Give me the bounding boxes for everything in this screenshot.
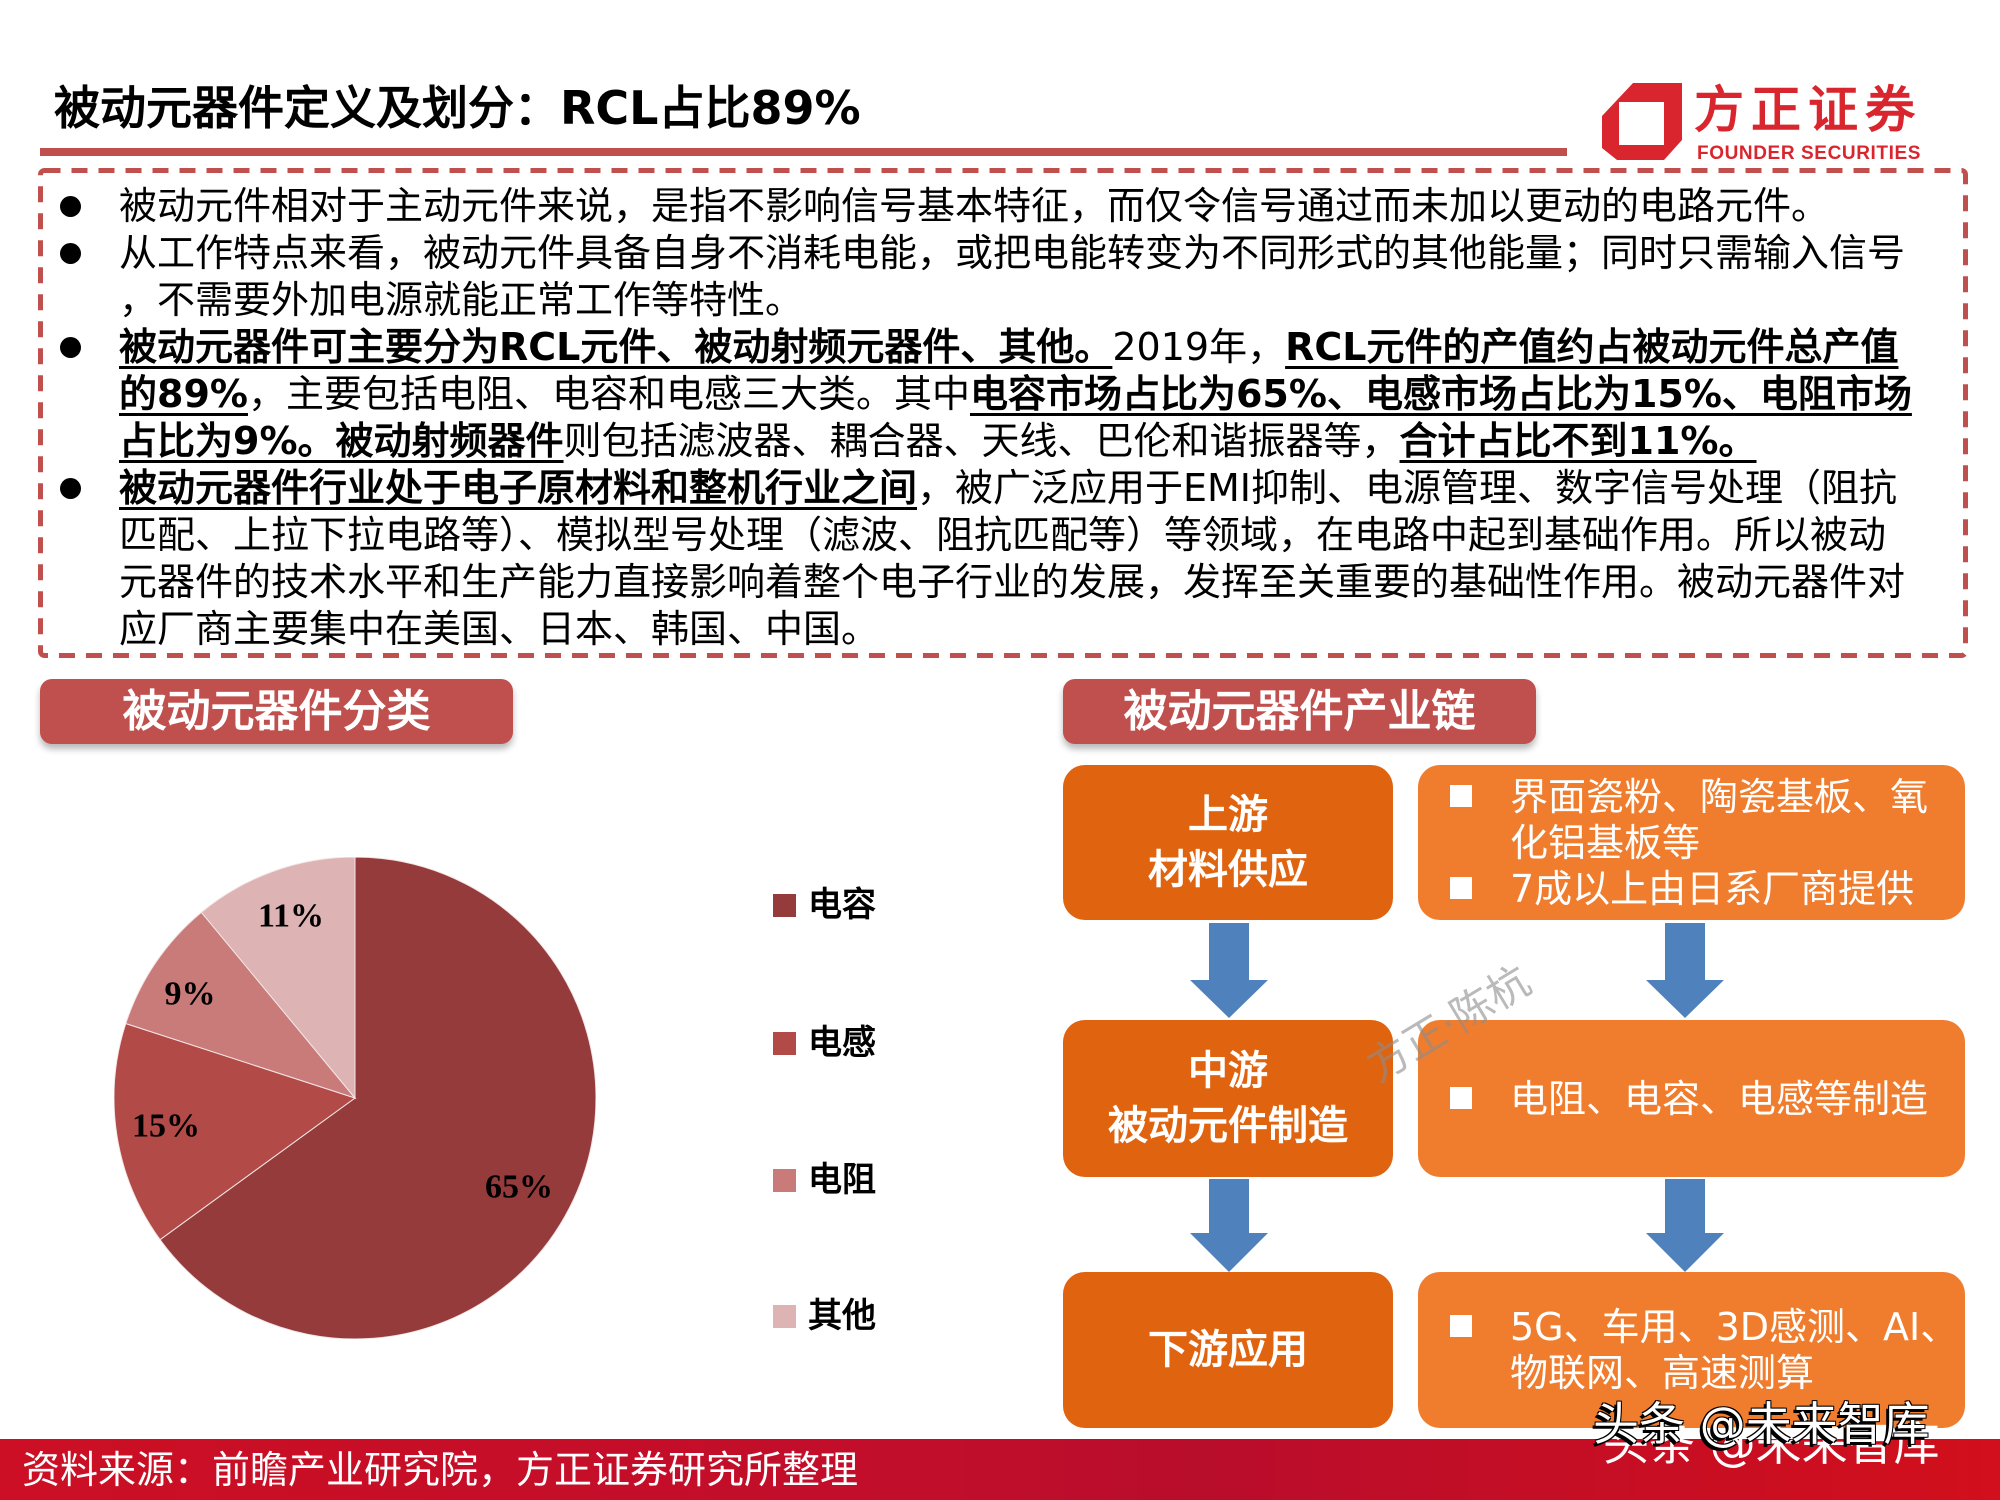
stage-midstream-details: 电阻、电容、电感等制造 (1418, 1020, 1965, 1177)
legend-label: 电感 (808, 1023, 876, 1063)
summary-text-block: 被动元件相对于主动元件来说，是指不影响信号基本特征，而仅令信号通过而未加以更动的… (60, 183, 1959, 653)
summary-line: 被动元件相对于主动元件来说，是指不影响信号基本特征，而仅令信号通过而未加以更动的… (60, 183, 1959, 230)
text-segment: 匹配、上拉下拉电路等）、模拟型号处理（滤波、阻抗匹配等）等领域，在电路中起到基础… (119, 513, 1887, 557)
section-header-classification: 被动元器件分类 (40, 679, 513, 744)
stage-downstream-label: 下游应用 (1063, 1272, 1393, 1428)
detail-line: 界面瓷粉、陶瓷基板、氧 (1510, 774, 1929, 819)
summary-dashed-border (38, 168, 1968, 658)
section-header-industry-chain: 被动元器件产业链 (1063, 679, 1536, 744)
page-title: 被动元器件定义及划分：RCL占比89% (54, 81, 861, 135)
square-bullet-icon (1450, 784, 1472, 807)
legend-label: 电阻 (808, 1160, 876, 1200)
logo-name-cn: 方正证券 (1694, 81, 1922, 139)
summary-line: 被动元器件行业处于电子原材料和整机行业之间，被广泛应用于EMI抑制、电源管理、数… (60, 465, 1959, 512)
summary-line: 的89%，主要包括电阻、电容和电感三大类。其中电容市场占比为65%、电感市场占比… (119, 371, 1959, 418)
legend-swatch-icon (773, 1169, 796, 1192)
pie-label-other: 11% (258, 898, 324, 935)
emphasis-segment: RCL元件的产值约占被动元件总产值 (1285, 325, 1899, 369)
summary-line: 应厂商主要集中在美国、日本、韩国、中国。 (119, 606, 1959, 653)
pie-slice-resistor (125, 911, 357, 1100)
footer-source: 资料来源：前瞻产业研究院，方正证券研究所整理 (22, 1448, 859, 1492)
bullet-dot-icon (60, 243, 81, 264)
text-segment: ，主要包括电阻、电容和电感三大类。其中 (247, 372, 970, 416)
text-segment: 从工作特点来看，被动元件具备自身不消耗电能，或把电能转变为不同形式的其他能量；同… (119, 231, 1906, 275)
text-segment: 元器件的技术水平和生产能力直接影响着整个电子行业的发展，发挥至关重要的基础性作用… (119, 560, 1906, 604)
title-divider (40, 148, 1567, 156)
logo-name-en: FOUNDER SECURITIES (1697, 143, 1922, 164)
pie-label-inductor: 15% (132, 1108, 200, 1145)
summary-line: 占比为9%。被动射频器件则包括滤波器、耦合器、天线、巴伦和谐振器等，合计占比不到… (119, 418, 1959, 465)
pie-slice-capacitor (159, 857, 596, 1339)
pie-chart: 65% 15% 9% 11% (114, 857, 596, 1339)
pie-slice-other (200, 857, 356, 1100)
text-segment: 应厂商主要集中在美国、日本、韩国、中国。 (119, 607, 880, 651)
emphasis-segment: 合计占比不到11%。 (1399, 419, 1757, 463)
detail-item: 7成以上由日系厂商提供 (1418, 866, 1965, 912)
bullet-dot-icon (60, 196, 81, 217)
arrow-down-icon (1190, 923, 1268, 1018)
emphasis-segment: 的89% (119, 372, 248, 416)
detail-item: 电阻、电容、电感等制造 (1418, 1076, 1965, 1122)
text-segment: 2019年， (1112, 325, 1286, 369)
stage-label-line: 材料供应 (1148, 846, 1308, 893)
summary-line: 从工作特点来看，被动元件具备自身不消耗电能，或把电能转变为不同形式的其他能量；同… (60, 230, 1959, 277)
stage-upstream-details: 界面瓷粉、陶瓷基板、氧 化铝基板等 7成以上由日系厂商提供 (1418, 765, 1965, 920)
watermark-corner-shadow: 头条 @未来智库 (1603, 1417, 1940, 1471)
emphasis-segment: 被动元器件可主要分为RCL元件、被动射频元器件、其他。 (119, 325, 1113, 369)
emphasis-segment: 被动元器件行业处于电子原材料和整机行业之间 (119, 466, 918, 510)
text-segment: 则包括滤波器、耦合器、天线、巴伦和谐振器等， (563, 419, 1400, 463)
stage-upstream-label: 上游 材料供应 (1063, 765, 1393, 920)
detail-line: 5G、车用、3D感测、AI、 (1510, 1305, 1959, 1349)
square-bullet-icon (1450, 1315, 1472, 1337)
bullet-dot-icon (60, 337, 81, 358)
detail-line: 电阻、电容、电感等制造 (1510, 1076, 1929, 1121)
footer-bar: 资料来源：前瞻产业研究院，方正证券研究所整理 (0, 1439, 2000, 1500)
stage-midstream-label: 中游 被动元件制造 (1063, 1020, 1393, 1177)
emphasis-segment: 电容市场占比为65%、电感市场占比为15%、电阻市场 (969, 372, 1912, 416)
stage-label-line: 被动元件制造 (1108, 1102, 1348, 1149)
watermark-corner: 头条 @未来智库 (1593, 1397, 1930, 1451)
legend-label: 其他 (808, 1296, 876, 1336)
arrow-down-icon (1646, 923, 1724, 1018)
detail-line: 化铝基板等 (1510, 820, 1701, 865)
text-segment: 被动元件相对于主动元件来说，是指不影响信号基本特征，而仅令信号通过而未加以更动的… (119, 184, 1830, 228)
stage-downstream-details: 5G、车用、3D感测、AI、 物联网、高速测算 (1418, 1272, 1965, 1428)
legend-swatch-icon (773, 1305, 796, 1328)
detail-line: 7成以上由日系厂商提供 (1510, 866, 1915, 911)
stage-label-line: 下游应用 (1148, 1326, 1308, 1373)
arrow-down-icon (1646, 1179, 1724, 1272)
detail-item: 界面瓷粉、陶瓷基板、氧 化铝基板等 (1418, 774, 1965, 866)
square-bullet-icon (1450, 1086, 1472, 1109)
summary-line: ，不需要外加电源就能正常工作等特性。 (119, 277, 1959, 324)
stage-label-line: 中游 (1188, 1047, 1268, 1094)
summary-line: 匹配、上拉下拉电路等）、模拟型号处理（滤波、阻抗匹配等）等领域，在电路中起到基础… (119, 512, 1959, 559)
legend-swatch-icon (773, 894, 796, 917)
founder-logo-icon (1602, 83, 1682, 160)
detail-item: 5G、车用、3D感测、AI、 物联网、高速测算 (1418, 1304, 1965, 1396)
emphasis-segment: 占比为9%。被动射频器件 (119, 419, 564, 463)
bullet-dot-icon (60, 478, 81, 499)
pie-label-resistor: 9% (165, 976, 216, 1013)
square-bullet-icon (1450, 876, 1472, 899)
legend-swatch-icon (773, 1032, 796, 1055)
stage-label-line: 上游 (1188, 791, 1268, 838)
legend-label: 电容 (808, 885, 876, 925)
pie-label-capacitor: 65% (485, 1169, 553, 1206)
arrow-down-icon (1190, 1179, 1268, 1272)
pie-slice-inductor (114, 1022, 357, 1241)
summary-line: 元器件的技术水平和生产能力直接影响着整个电子行业的发展，发挥至关重要的基础性作用… (119, 559, 1959, 606)
text-segment: ，不需要外加电源就能正常工作等特性。 (119, 278, 804, 322)
detail-line: 物联网、高速测算 (1510, 1351, 1815, 1395)
summary-line: 被动元器件可主要分为RCL元件、被动射频元器件、其他。2019年，RCL元件的产… (60, 324, 1959, 371)
text-segment: ，被广泛应用于EMI抑制、电源管理、数字信号处理（阻抗 (917, 466, 1898, 510)
